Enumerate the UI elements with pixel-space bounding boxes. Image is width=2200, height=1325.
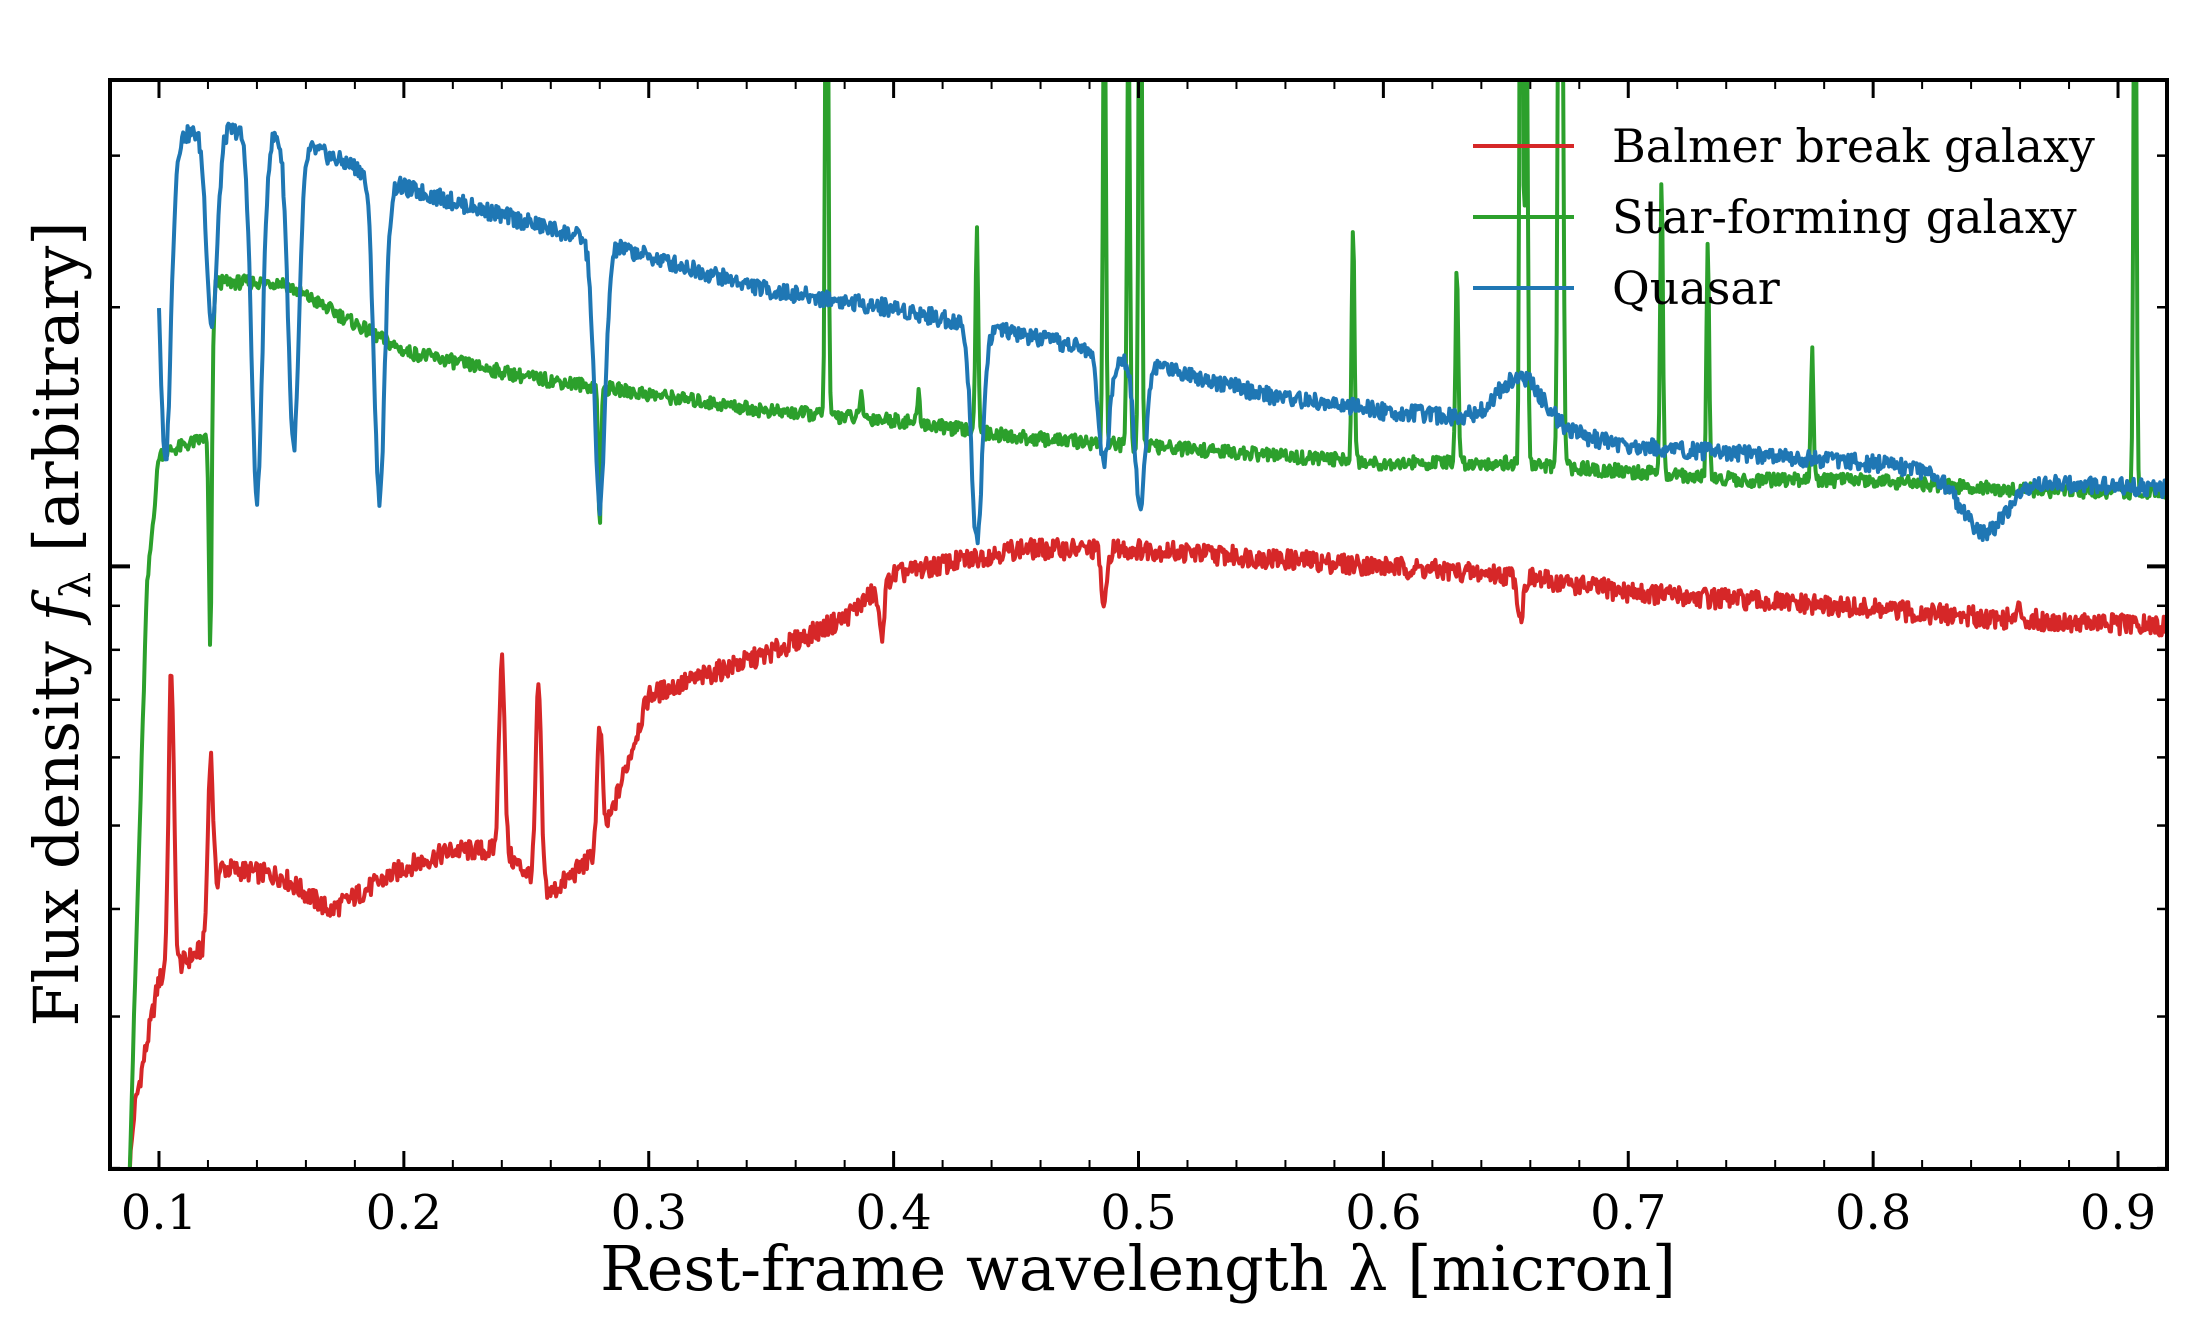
x-tick-label: 0.1 [121,1185,197,1241]
legend-label: Quasar [1612,261,1780,315]
x-tick-label: 0.5 [1100,1185,1176,1241]
series-line-balmer-break-galaxy [127,537,2167,1169]
x-tick-label: 0.6 [1345,1185,1421,1241]
x-tick-label: 0.4 [855,1185,931,1241]
x-tick-label: 0.3 [611,1185,687,1241]
x-tick-label: 0.8 [1835,1185,1911,1241]
series-line-star-forming-galaxy [127,80,2167,1169]
legend-label: Balmer break galaxy [1612,119,2095,173]
series-layer [127,80,2167,1169]
legend: Balmer break galaxy Star-forming galaxy Qu… [1473,119,2095,315]
x-tick-label: 0.7 [1590,1185,1666,1241]
y-axis-label: Flux density fλ [arbitrary] [20,221,100,1026]
tick-layer: 0.1 0.2 0.3 0.4 0.5 0.6 0.7 0.8 0.9 [109,80,2167,1241]
legend-label: Star-forming galaxy [1612,190,2077,244]
x-axis-label: Rest-frame wavelength λ [micron] [600,1232,1676,1305]
series-line-quasar [157,121,2167,546]
x-tick-label: 0.9 [2080,1185,2156,1241]
x-tick-label: 0.2 [366,1185,442,1241]
